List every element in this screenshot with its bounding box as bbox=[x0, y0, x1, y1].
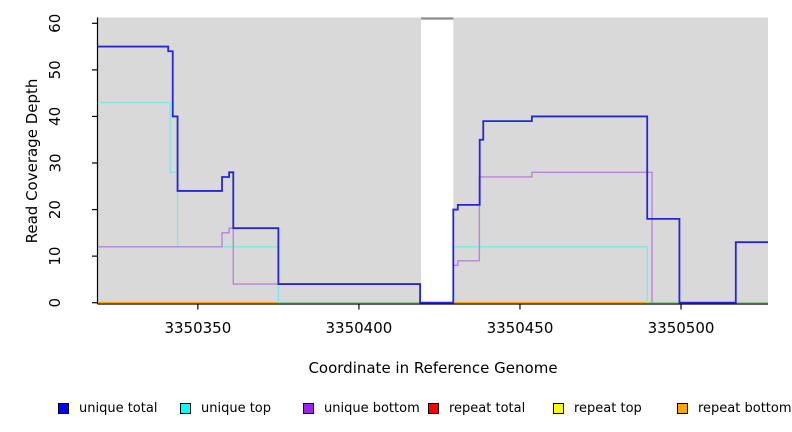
y-axis-title: Read Coverage Depth bbox=[23, 78, 41, 244]
y-tick-label: 60 bbox=[46, 14, 64, 33]
legend-label: repeat bottom bbox=[698, 400, 792, 416]
legend-item-repeat-top: repeat top bbox=[553, 398, 642, 418]
legend-label: repeat top bbox=[574, 400, 642, 416]
unique-top-swatch-icon bbox=[180, 402, 191, 414]
y-tick-label: 30 bbox=[46, 153, 64, 172]
gap-band bbox=[421, 17, 454, 304]
x-tick-label: 3350350 bbox=[164, 319, 231, 337]
y-tick-label: 40 bbox=[46, 107, 64, 126]
legend-item-unique-top: unique top bbox=[180, 398, 271, 418]
repeat-bottom-swatch-icon bbox=[677, 402, 688, 414]
repeat-top-swatch-icon bbox=[553, 402, 564, 414]
repeat-total-swatch-icon bbox=[428, 402, 439, 414]
legend-label: unique total bbox=[79, 400, 158, 416]
y-tick-label: 50 bbox=[46, 60, 64, 79]
y-tick-label: 10 bbox=[46, 247, 64, 266]
unique-bottom-swatch-icon bbox=[303, 402, 314, 414]
x-tick-label: 3350400 bbox=[326, 319, 393, 337]
series-unique-total-line bbox=[98, 45, 768, 304]
unique-total-swatch-icon bbox=[58, 402, 69, 414]
x-axis-title: Coordinate in Reference Genome bbox=[308, 359, 558, 377]
x-tick-label: 3350500 bbox=[648, 319, 715, 337]
y-tick-label: 20 bbox=[46, 200, 64, 219]
legend-label: unique bottom bbox=[324, 400, 420, 416]
legend-item-unique-bottom: unique bottom bbox=[303, 398, 420, 418]
legend-item-repeat-bottom: repeat bottom bbox=[677, 398, 792, 418]
legend-item-repeat-total: repeat total bbox=[428, 398, 525, 418]
x-tick-label: 3350450 bbox=[487, 319, 554, 337]
legend: unique total unique top unique bottom re… bbox=[0, 398, 792, 422]
legend-item-unique-total: unique total bbox=[58, 398, 157, 418]
legend-label: repeat total bbox=[449, 400, 526, 416]
plot-area: 3350350 3350400 3350450 3350500 0 10 20 30 40 50 6… bbox=[46, 14, 792, 337]
y-tick-label: 0 bbox=[46, 298, 64, 308]
legend-label: unique top bbox=[201, 400, 272, 416]
